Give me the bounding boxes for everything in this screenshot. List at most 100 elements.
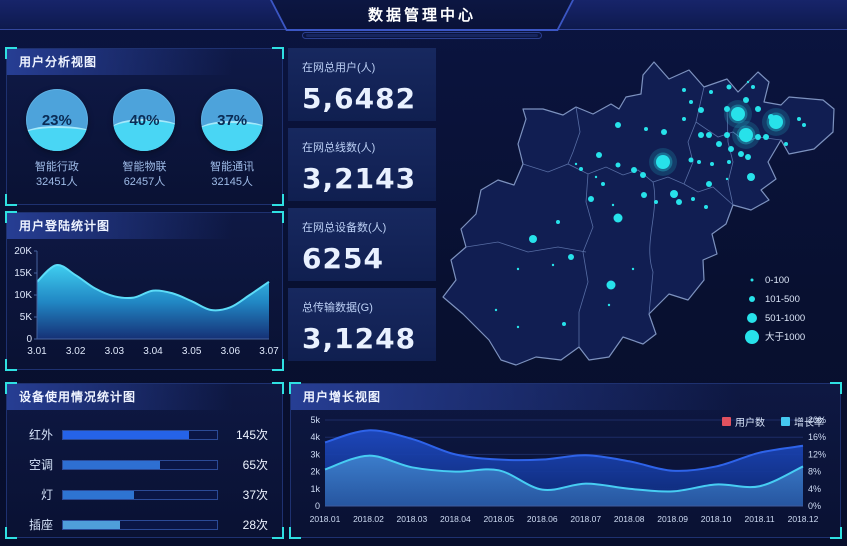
corner-bracket — [5, 47, 17, 59]
growth-dual-axis-chart: 0 0% 1k 4% 2k 8% 3k 12% 4k 16% 5k 20% 2018.01 2018.02… — [310, 415, 826, 524]
corner-bracket — [272, 211, 284, 223]
svg-text:4k: 4k — [310, 432, 320, 442]
gauge-subvalue: 62457人 — [123, 176, 166, 188]
gauge-percent-value: 40% — [129, 111, 160, 129]
device-bar-track — [62, 429, 218, 440]
gauge-liquid-fill — [201, 120, 264, 151]
svg-text:2018.01: 2018.01 — [310, 514, 341, 524]
gauge-liquid-fill — [25, 125, 88, 151]
svg-text:3.07: 3.07 — [259, 346, 279, 357]
svg-text:2018.02: 2018.02 — [353, 514, 384, 524]
stat-value: 3,2143 — [302, 162, 417, 195]
gauge-label: 智能行政 — [34, 161, 79, 173]
corner-bracket — [5, 211, 17, 223]
svg-text:大于1000: 大于1000 — [765, 331, 805, 343]
page-title: 数据管理中心 — [367, 7, 476, 24]
svg-text:15K: 15K — [14, 268, 32, 279]
liquid-gauge: 23% — [25, 89, 88, 151]
gauge-liquid-fill — [113, 118, 176, 151]
corner-bracket — [272, 359, 284, 371]
svg-text:0: 0 — [315, 501, 320, 511]
svg-text:2018.06: 2018.06 — [527, 514, 558, 524]
svg-text:2018.12: 2018.12 — [788, 514, 819, 524]
svg-text:1k: 1k — [310, 484, 320, 494]
stat-box: 在网总线数(人) 3,2143 — [288, 128, 436, 201]
svg-text:0%: 0% — [808, 501, 821, 511]
corner-bracket — [289, 527, 301, 539]
device-bar-row: 红外 145次 — [17, 426, 268, 443]
svg-text:2018.05: 2018.05 — [483, 514, 514, 524]
legend-item-users[interactable]: 用户数 — [722, 414, 765, 429]
panel-login-stats: 用户登陆统计图 0 5K 10K 15K 20K 3.01 3.02 3.03 3.04 3.05… — [5, 211, 284, 371]
panel-title-device-usage: 设备使用情况统计图 — [7, 384, 282, 410]
legend-item-rate[interactable]: 增长率 — [781, 414, 824, 429]
svg-text:0: 0 — [26, 334, 32, 345]
corner-bracket — [5, 194, 17, 206]
panel-title-login-stats: 用户登陆统计图 — [7, 213, 282, 239]
legend-label: 用户数 — [735, 418, 765, 429]
svg-text:3.03: 3.03 — [105, 346, 125, 357]
device-bar-value: 28次 — [242, 518, 268, 532]
device-bar-row: 空调 65次 — [17, 456, 268, 473]
legend-swatch — [781, 417, 790, 426]
stat-value: 3,1248 — [302, 322, 417, 355]
svg-text:3k: 3k — [310, 449, 320, 459]
map-outline — [442, 61, 835, 366]
map-county-borders — [465, 86, 782, 347]
stat-value: 5,6482 — [302, 82, 417, 115]
panel-title-user-analysis: 用户分析视图 — [7, 49, 282, 75]
corner-bracket — [272, 47, 284, 59]
device-bar-track — [62, 489, 218, 500]
svg-text:3.02: 3.02 — [66, 346, 86, 357]
device-bar-label: 插座 — [28, 518, 53, 532]
corner-bracket — [272, 194, 284, 206]
map-legend: 0-100 101-500 501-1000 大于1000 — [745, 275, 805, 344]
stat-label: 在网总设备数(人) — [302, 222, 387, 234]
corner-bracket — [272, 382, 284, 394]
legend-swatch — [722, 417, 731, 426]
svg-text:3.06: 3.06 — [221, 346, 241, 357]
province-map: 0-100 101-500 501-1000 大于1000 — [442, 61, 835, 366]
gauge-item: 40% 智能物联 62457人 — [102, 89, 186, 190]
gauge-subvalue: 32451人 — [36, 176, 78, 188]
device-bar-row: 插座 28次 — [17, 516, 268, 533]
device-bar-track — [62, 519, 218, 530]
svg-text:2018.04: 2018.04 — [440, 514, 471, 524]
corner-bracket — [830, 527, 842, 539]
svg-text:10K: 10K — [14, 290, 32, 301]
corner-bracket — [5, 359, 17, 371]
device-bar-row: 灯 37次 — [17, 486, 268, 503]
device-bar-track — [62, 459, 218, 470]
device-bar-label: 灯 — [40, 488, 53, 502]
device-bar-fill — [63, 460, 161, 469]
svg-text:2018.03: 2018.03 — [397, 514, 428, 524]
svg-text:4%: 4% — [808, 484, 821, 494]
growth-chart-legend: 用户数 增长率 — [722, 414, 824, 429]
device-bar-list: 红外145次空调65次灯37次插座28次窗帘24次 — [7, 410, 282, 546]
svg-text:20%: 20% — [808, 415, 826, 425]
svg-text:3.05: 3.05 — [182, 346, 202, 357]
stat-box: 在网总用户(人) 5,6482 — [288, 48, 436, 121]
svg-text:5k: 5k — [310, 415, 320, 425]
device-bar-value: 65次 — [242, 458, 268, 472]
svg-text:3.01: 3.01 — [27, 346, 47, 357]
device-bar-label: 红外 — [28, 428, 53, 442]
stat-box-list: 在网总用户(人) 5,6482 在网总线数(人) 3,2143 在网总设备数(人) 625… — [288, 48, 436, 368]
stat-value: 6254 — [302, 242, 384, 275]
header-trapezoid: 数据管理中心 — [270, 0, 574, 31]
corner-bracket — [5, 382, 17, 394]
svg-text:2018.08: 2018.08 — [614, 514, 645, 524]
gauge-list: 23% 智能行政 32451人 40% 智能物联 62457人 37% 智能通讯 32145人 — [7, 75, 282, 190]
stat-box: 在网总设备数(人) 6254 — [288, 208, 436, 281]
gauge-percent-value: 37% — [217, 111, 248, 129]
corner-bracket — [289, 382, 301, 394]
corner-bracket — [830, 382, 842, 394]
device-bar-value: 37次 — [242, 488, 268, 502]
svg-text:20K: 20K — [14, 246, 32, 257]
map-scatter-dots — [494, 80, 806, 329]
device-bar-fill — [63, 490, 134, 499]
gauge-percent-value: 23% — [41, 111, 72, 129]
device-bar-fill — [63, 520, 120, 529]
svg-text:12%: 12% — [808, 449, 826, 459]
